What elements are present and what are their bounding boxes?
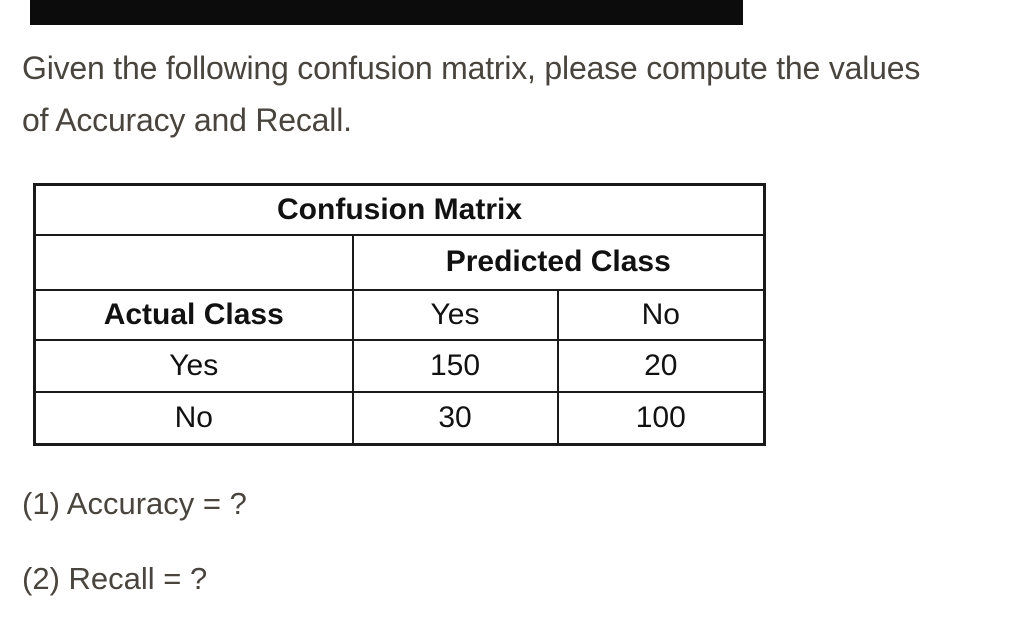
question-line-2: of Accuracy and Recall. bbox=[22, 102, 352, 138]
question-text: Given the following confusion matrix, pl… bbox=[22, 42, 1012, 146]
col-header-no: No bbox=[556, 288, 766, 341]
row-label-no: No bbox=[33, 390, 354, 446]
data-cell-tp: 150 bbox=[351, 338, 559, 393]
predicted-class-header-cell: Predicted Class bbox=[351, 233, 766, 291]
actual-class-header-cell: Actual Class bbox=[33, 288, 354, 341]
data-cell-fn: 20 bbox=[556, 338, 766, 393]
col-header-yes: Yes bbox=[351, 288, 559, 341]
table-title-cell: Confusion Matrix bbox=[33, 183, 766, 236]
table-title-row: Confusion Matrix bbox=[33, 183, 766, 236]
table-column-header-row: Actual Class Yes No bbox=[33, 288, 766, 341]
empty-corner-cell bbox=[33, 233, 354, 291]
row-label-yes: Yes bbox=[33, 338, 354, 393]
table-row-actual-yes: Yes 150 20 bbox=[33, 338, 766, 393]
prompt-recall: (2) Recall = ? bbox=[22, 561, 208, 596]
data-cell-fp: 30 bbox=[351, 390, 559, 446]
question-line-1: Given the following confusion matrix, pl… bbox=[22, 50, 921, 86]
data-cell-tn: 100 bbox=[556, 390, 766, 446]
top-black-bar bbox=[30, 0, 743, 25]
table-predicted-header-row: Predicted Class bbox=[33, 233, 766, 291]
confusion-matrix-table: Confusion Matrix Predicted Class Actual … bbox=[33, 183, 767, 446]
prompt-accuracy: (1) Accuracy = ? bbox=[22, 486, 247, 521]
table-row-actual-no: No 30 100 bbox=[33, 390, 766, 446]
